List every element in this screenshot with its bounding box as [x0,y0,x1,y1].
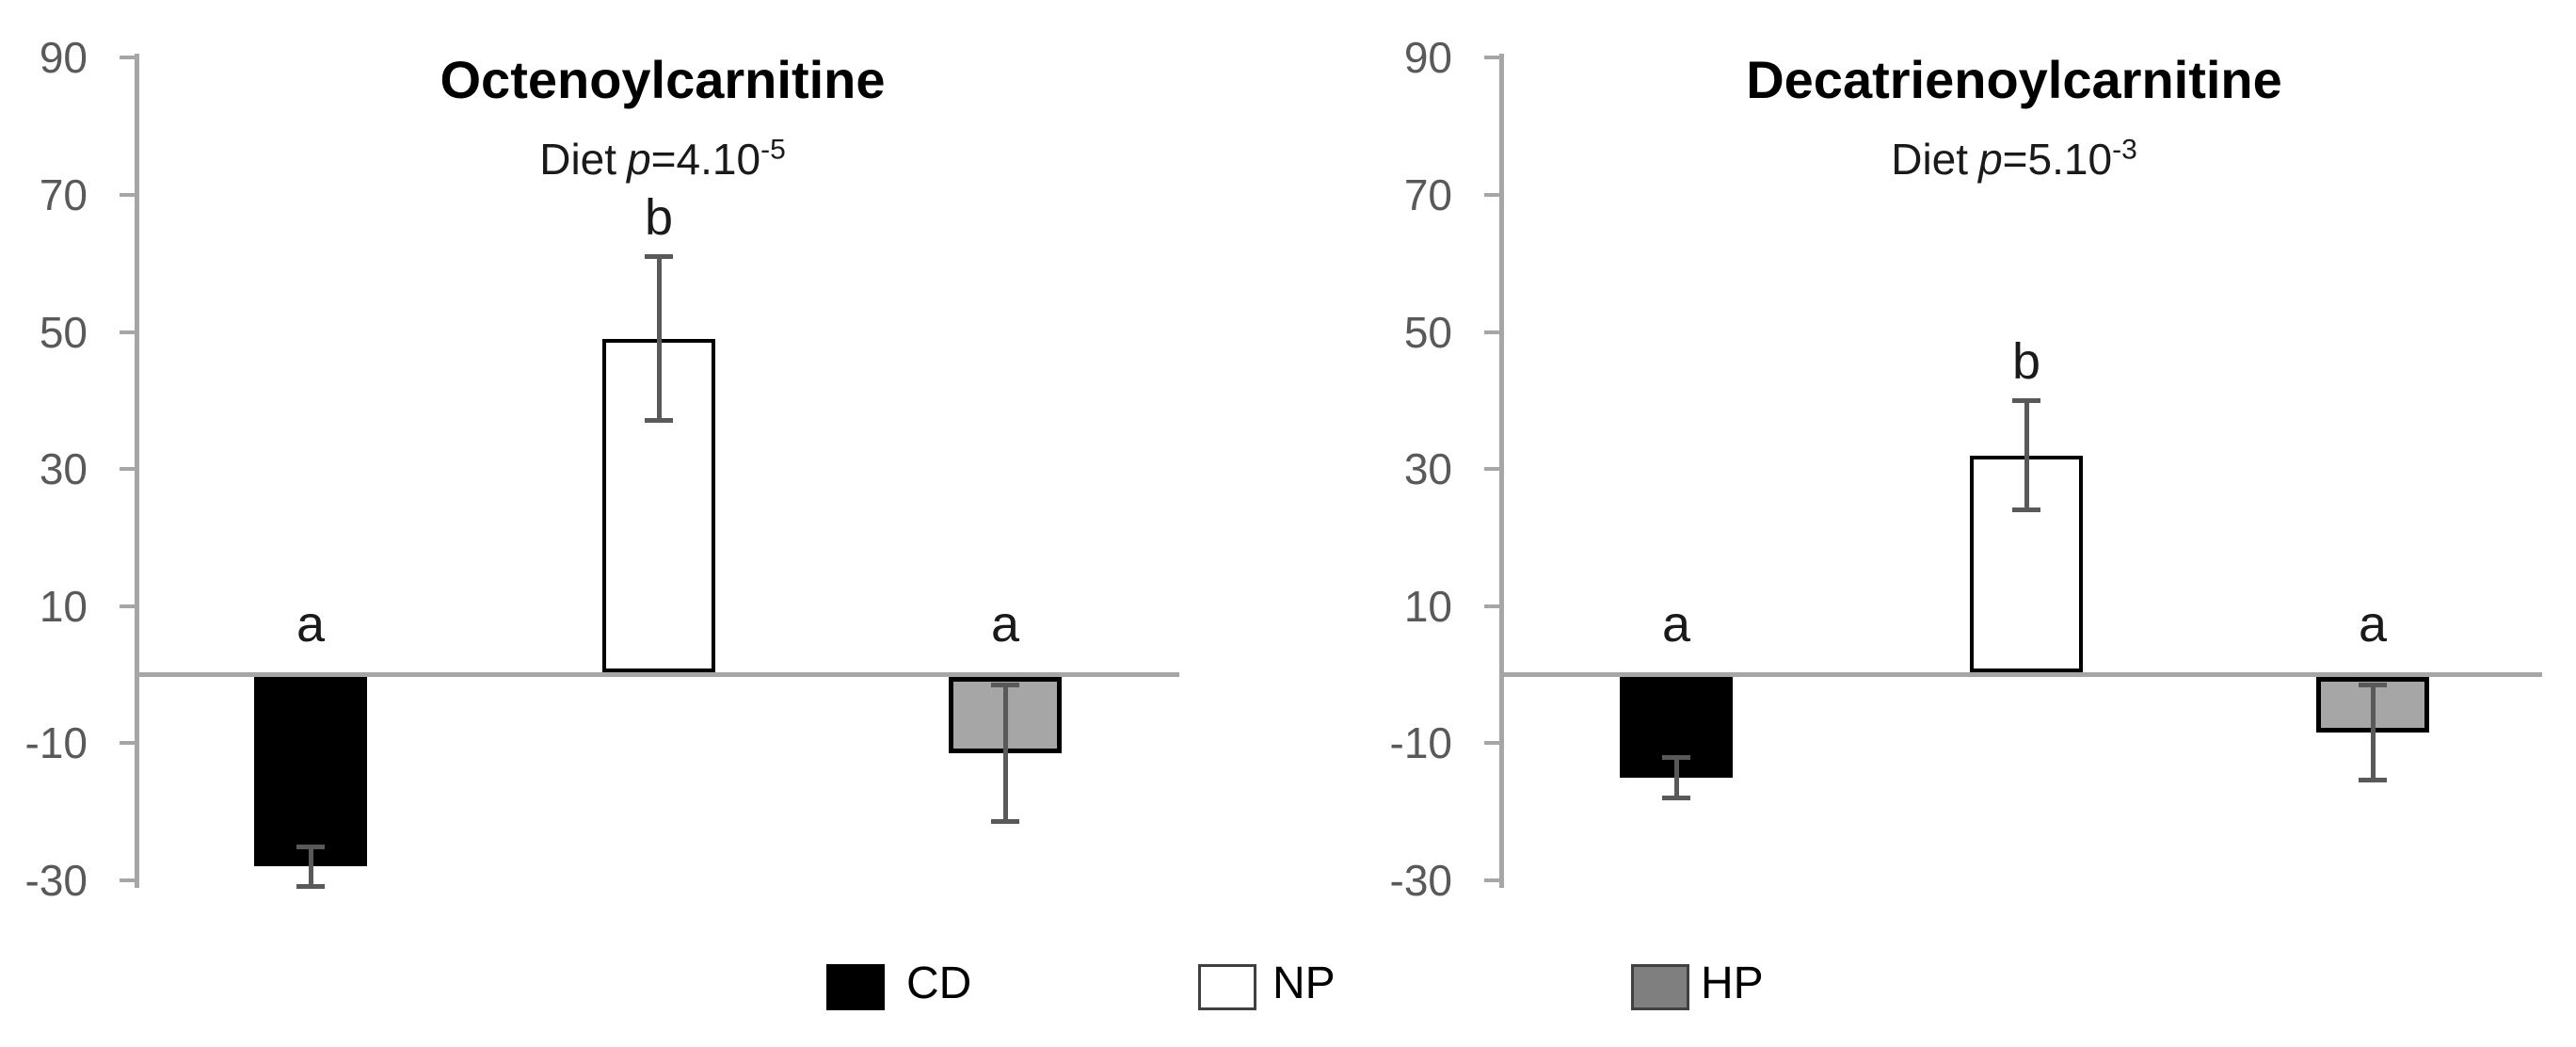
error-bar-cap-bottom [296,884,325,890]
y-tick-label: 50 [1403,307,1452,357]
legend-label-hp: HP [1701,958,1764,1008]
y-axis-tick [1484,604,1499,608]
y-tick-label: 10 [1403,581,1452,631]
y-tick-label: -30 [1389,855,1452,905]
y-axis-tick [120,467,135,472]
bar-cd [254,677,367,867]
significance-label: a [990,595,1020,652]
y-axis-line [135,54,139,888]
significance-label: a [296,595,326,652]
error-bar-cap-top [2012,398,2040,404]
y-tick-label: 10 [39,581,88,631]
chart-title: Decatrienoylcarnitine [1746,50,2282,109]
error-bar-line [308,846,313,888]
y-axis-tick [1484,741,1499,746]
error-bar-cap-top [645,254,673,260]
y-tick-label: 90 [39,33,88,83]
error-bar-cap-bottom [991,819,1019,825]
subtitle-value: =5.10 [2002,135,2113,184]
error-bar-cap-bottom [645,418,673,424]
error-bar-line [2370,685,2376,781]
error-bar-line [1002,685,1008,822]
y-axis-tick [1484,330,1499,334]
chart-title: Octenoylcarnitine [440,50,886,109]
legend-swatch-cd [826,964,885,1010]
chart-subtitle: Diet p=5.10-3 [1544,133,2485,185]
y-axis-tick [120,192,135,197]
y-tick-label: -10 [24,718,88,768]
subtitle-exponent: -3 [2112,134,2137,166]
y-axis-tick [120,330,135,334]
zero-baseline [1499,672,2542,677]
y-tick-label: 70 [39,169,88,219]
error-bar-line [656,256,662,422]
y-axis-tick [1484,56,1499,60]
legend-swatch-np [1198,964,1256,1010]
legend-swatch-hp [1631,964,1689,1010]
y-axis-tick [120,56,135,60]
y-tick-label: 30 [39,444,88,494]
y-axis-tick [120,878,135,882]
y-tick-label: -30 [24,855,88,905]
legend-label-cd: CD [906,958,972,1008]
subtitle-p-symbol: p [1978,135,2003,184]
y-axis-tick [1484,878,1499,882]
zero-baseline [135,672,1179,677]
y-tick-label: 50 [39,307,88,357]
y-tick-label: -10 [1389,718,1452,768]
error-bar-line [2024,400,2029,510]
subtitle-value: =4.10 [650,135,761,184]
error-bar-line [1673,756,1679,798]
error-bar-cap-bottom [2359,778,2387,783]
significance-label: a [1661,595,1691,652]
y-axis-tick [1484,192,1499,197]
error-bar-cap-bottom [2012,507,2040,512]
subtitle-p-symbol: p [627,135,651,184]
significance-label: b [644,189,674,247]
y-axis-tick [120,604,135,608]
legend-label-np: NP [1272,958,1336,1008]
significance-label: b [2011,333,2041,391]
subtitle-exponent: -5 [760,134,786,166]
subtitle-text: Diet [1891,135,1969,184]
y-axis-line [1499,54,1504,888]
error-bar-cap-bottom [1662,795,1690,800]
error-bar-cap-top [991,683,1019,688]
subtitle-text: Diet [539,135,617,184]
error-bar-cap-top [1662,754,1690,760]
y-tick-label: 70 [1403,169,1452,219]
y-axis-tick [1484,467,1499,472]
significance-label: a [2358,595,2388,652]
error-bar-cap-top [296,844,325,849]
y-axis-tick [120,741,135,746]
y-tick-label: 30 [1403,444,1452,494]
y-tick-label: 90 [1403,33,1452,83]
error-bar-cap-top [2359,683,2387,688]
chart-subtitle: Diet p=4.10-5 [192,133,1133,185]
